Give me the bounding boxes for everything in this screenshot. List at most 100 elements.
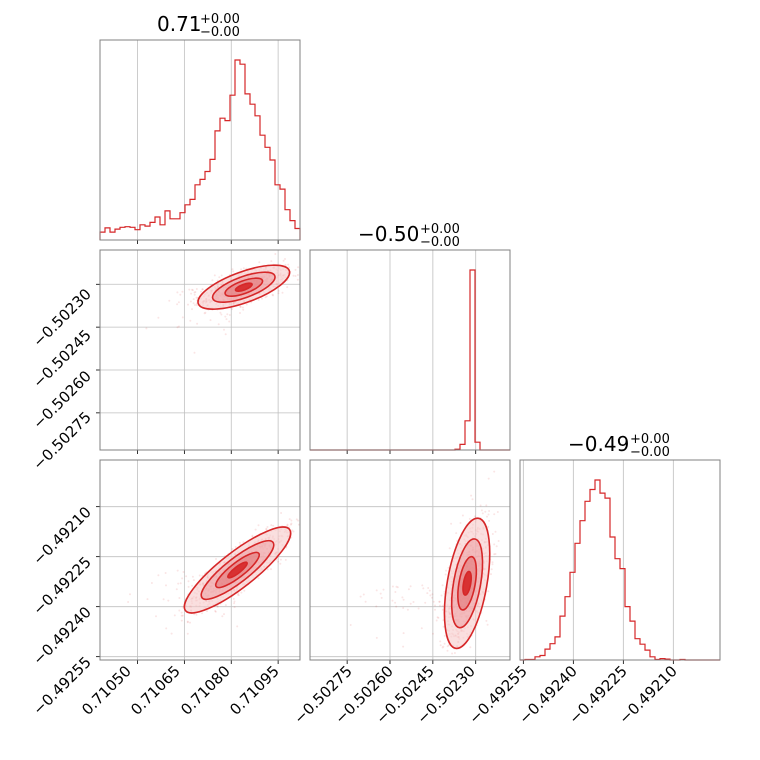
scatter-point <box>233 606 236 609</box>
scatter-point <box>287 263 290 266</box>
scatter-point <box>481 512 484 515</box>
scatter-point <box>491 563 494 566</box>
scatter-point <box>224 604 227 607</box>
scatter-point <box>189 621 191 624</box>
scatter-point <box>209 319 212 322</box>
scatter-point <box>239 305 242 308</box>
scatter-point <box>203 312 206 315</box>
scatter-point <box>196 322 199 325</box>
scatter-point <box>211 279 214 282</box>
scatter-point <box>289 523 292 526</box>
scatter-point <box>200 290 202 293</box>
scatter-point <box>442 619 445 622</box>
y-ticklabels-param-2: −0.50275 −0.50260 −0.50245 −0.50230 <box>29 285 94 473</box>
panel-frame <box>99 459 301 661</box>
scatter-point <box>431 596 433 599</box>
scatter-point <box>195 302 198 305</box>
scatter-point <box>201 288 204 291</box>
scatter-point <box>242 267 245 270</box>
scatter-point <box>232 270 235 273</box>
scatter-point <box>261 297 263 300</box>
scatter-point <box>168 299 171 302</box>
scatter-point <box>228 320 231 323</box>
scatter-point <box>195 288 198 290</box>
scatter-point <box>288 518 291 521</box>
scatter-point <box>435 619 438 622</box>
contour-level-4 <box>462 570 473 596</box>
scatter-point <box>442 645 445 648</box>
x-ticklabel: 0.71080 <box>177 662 234 719</box>
scatter-point <box>446 649 449 652</box>
scatter-point <box>488 510 491 512</box>
scatter-point <box>181 614 184 617</box>
scatter-point <box>395 585 398 588</box>
scatter-point <box>180 619 183 622</box>
scatter-point <box>279 562 282 565</box>
scatter-point <box>395 605 398 608</box>
title-param-3-minus: −0.00 <box>630 445 670 460</box>
scatter-point <box>297 519 300 522</box>
scatter-point <box>220 313 223 316</box>
title-param-1-value: 0.71 <box>157 12 202 36</box>
scatter-point <box>402 607 405 609</box>
scatter-point <box>236 625 239 628</box>
scatter-point <box>266 568 269 571</box>
scatter-point <box>402 632 405 635</box>
scatter-point <box>487 513 490 516</box>
scatter-point <box>192 579 195 582</box>
scatter-point <box>232 597 235 600</box>
scatter-point <box>277 289 280 292</box>
scatter-point <box>224 315 227 318</box>
scatter-point <box>495 545 498 548</box>
scatter-point <box>362 593 365 596</box>
scatter-point <box>486 623 489 626</box>
scatter-point <box>165 627 168 630</box>
scatter-point <box>201 612 203 615</box>
scatter-point <box>494 530 497 533</box>
scatter-point <box>195 613 198 616</box>
scatter-point <box>284 558 287 561</box>
scatter-point <box>493 543 496 546</box>
title-param-3-plus: +0.00 <box>630 432 670 447</box>
scatter-point <box>173 614 176 617</box>
title-param-1: 0.71 +0.00 −0.00 <box>157 12 240 40</box>
title-param-1-minus: −0.00 <box>200 25 240 40</box>
scatter-point <box>424 601 427 604</box>
scatter-point <box>237 592 240 595</box>
scatter-point <box>394 591 397 593</box>
scatter-point <box>402 598 405 601</box>
scatter-point <box>231 548 234 550</box>
scatter-point <box>177 325 180 328</box>
scatter-point <box>485 619 488 622</box>
scatter-point <box>429 594 432 597</box>
title-param-2-minus: −0.00 <box>420 235 460 250</box>
scatter-point <box>216 605 219 608</box>
scatter-point <box>206 610 208 613</box>
scatter-point <box>445 569 448 572</box>
scatter-point <box>237 594 240 597</box>
scatter-point <box>274 253 277 255</box>
scatter-point <box>487 525 490 528</box>
title-param-2-value: −0.50 <box>358 222 419 246</box>
scatter-point <box>177 582 180 585</box>
scatter-point <box>164 572 167 574</box>
scatter-point <box>391 599 394 602</box>
scatter-point <box>272 524 275 527</box>
scatter-point <box>296 274 299 276</box>
scatter-point <box>264 296 267 299</box>
scatter-point <box>192 302 195 305</box>
y-ticklabels-param-3: −0.49255 −0.49240 −0.49225 −0.49210 <box>29 503 94 718</box>
scatter-point <box>280 512 283 514</box>
title-param-2-plus: +0.00 <box>420 222 460 237</box>
scatter-point <box>394 601 397 604</box>
scatter-point <box>192 298 195 301</box>
scatter-point <box>191 575 194 578</box>
scatter-point <box>187 303 189 306</box>
histogram-param-1 <box>99 59 301 240</box>
scatter-point <box>193 293 196 296</box>
scatter-point <box>155 615 157 618</box>
scatter-point <box>288 266 291 269</box>
scatter-point <box>441 584 444 587</box>
scatter-point <box>181 316 184 319</box>
scatter-point <box>177 301 180 304</box>
